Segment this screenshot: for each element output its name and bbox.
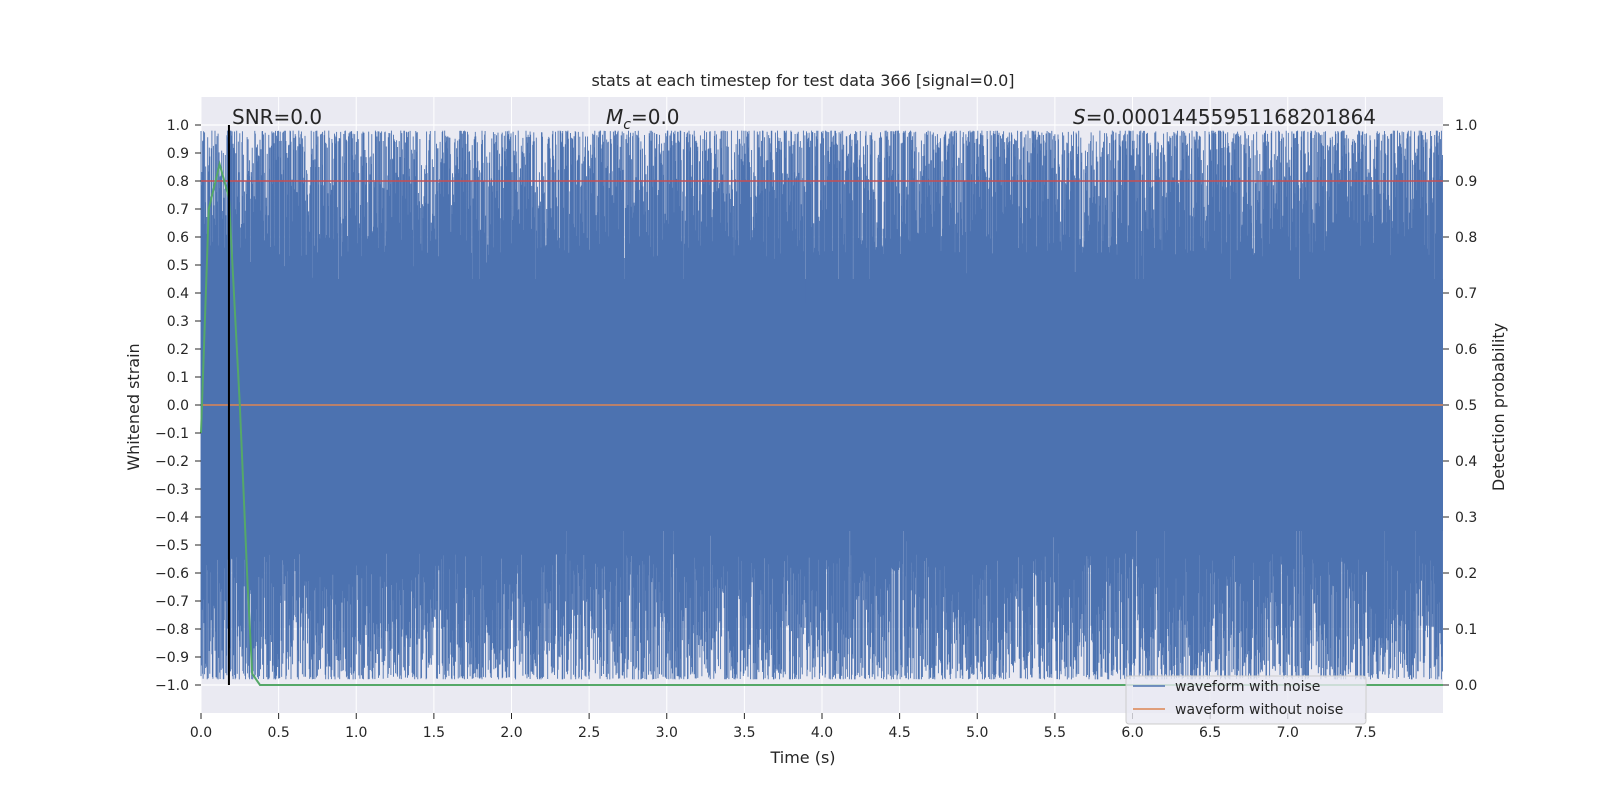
legend-label-noise: waveform with noise	[1175, 679, 1320, 695]
y-axis-right-ticks: 1.0 0.9 0.8 0.7 0.6 0.5 0.4 0.3 0.2 0.1 0.0	[1443, 118, 1477, 694]
y-axis-label: Whitened strain	[124, 343, 143, 470]
s-symbol: S	[1073, 105, 1086, 129]
chart-title: stats at each timestep for test data 366…	[591, 71, 1014, 90]
x-tick-label: 4.5	[888, 725, 910, 741]
y-right-tick-label: 0.3	[1455, 510, 1477, 526]
y-right-tick-label: 0.8	[1455, 230, 1477, 246]
x-tick-label: 6.5	[1199, 725, 1221, 741]
y-tick-label: 0.4	[167, 286, 189, 302]
y-tick-label: 0.9	[167, 146, 189, 162]
x-tick-label: 7.5	[1354, 725, 1376, 741]
y-right-tick-label: 0.4	[1455, 454, 1477, 470]
y-tick-label: 0.2	[167, 342, 189, 358]
x-axis-ticks: 0.0 0.5 1.0 1.5 2.0 2.5 3.0 3.5 4.0 4.5 5.0 5.5 6.0 6…	[190, 713, 1377, 741]
snr-annotation: SNR=0.0	[232, 105, 322, 129]
y-tick-label: −0.8	[155, 622, 189, 638]
y-tick-label: 0.6	[167, 230, 189, 246]
x-tick-label: 3.5	[733, 725, 755, 741]
y-tick-label: −0.6	[155, 566, 189, 582]
x-tick-label: 4.0	[811, 725, 833, 741]
y-right-tick-label: 0.9	[1455, 174, 1477, 190]
s-annotation: S=0.00014455951168201864	[1073, 105, 1376, 129]
line-detection-probability	[200, 160, 1443, 686]
chirp-mass-value: =0.0	[631, 105, 680, 129]
y-tick-label: 0.0	[167, 398, 189, 414]
x-tick-label: 2.5	[578, 725, 600, 741]
legend-label-clean: waveform without noise	[1175, 702, 1343, 718]
legend-box	[1125, 675, 1367, 725]
series-lines	[200, 125, 1443, 686]
x-tick-label: 7.0	[1277, 725, 1299, 741]
y-right-tick-label: 0.6	[1455, 342, 1477, 358]
y-tick-label: 0.8	[167, 174, 189, 190]
y-right-tick-label: 0.2	[1455, 566, 1477, 582]
s-value: =0.00014455951168201864	[1086, 105, 1376, 129]
x-tick-label: 3.0	[656, 725, 678, 741]
y-tick-label: −0.7	[155, 594, 189, 610]
y-tick-label: 0.3	[167, 314, 189, 330]
y-tick-label: 0.7	[167, 202, 189, 218]
x-tick-label: 5.0	[966, 725, 988, 741]
y-tick-label: 0.1	[167, 370, 189, 386]
y-right-tick-label: 0.5	[1455, 398, 1477, 414]
x-tick-label: 2.0	[500, 725, 522, 741]
chirp-mass-annotation: Mc=0.0	[606, 105, 680, 133]
y-tick-label: −1.0	[155, 678, 189, 694]
y-tick-label: 0.5	[167, 258, 189, 274]
x-tick-label: 1.0	[345, 725, 367, 741]
chirp-mass-symbol: M	[606, 105, 623, 129]
noise-trace	[200, 130, 1443, 680]
x-axis-label: Time (s)	[769, 748, 835, 767]
legend: waveform with noise waveform without noi…	[1125, 675, 1367, 725]
y-tick-label: −0.3	[155, 482, 189, 498]
y-axis-right-label: Detection probability	[1489, 323, 1508, 491]
x-tick-label: 0.5	[267, 725, 289, 741]
x-tick-label: 6.0	[1121, 725, 1143, 741]
y-tick-label: −0.2	[155, 454, 189, 470]
y-tick-label: −0.9	[155, 650, 189, 666]
y-tick-label: −0.1	[155, 426, 189, 442]
y-tick-label: −0.5	[155, 538, 189, 554]
y-right-tick-label: 0.1	[1455, 622, 1477, 638]
x-tick-label: 0.0	[190, 725, 212, 741]
chirp-mass-subscript: c	[623, 117, 631, 133]
y-tick-label: 1.0	[167, 118, 189, 134]
y-right-tick-label: 1.0	[1455, 118, 1477, 134]
y-axis-left-ticks: 1.0 0.9 0.8 0.7 0.6 0.5 0.4 0.3 0.2 0.1 0.0 −0.1 −0.…	[155, 118, 201, 694]
y-right-tick-label: 0.0	[1455, 678, 1477, 694]
y-right-tick-label: 0.7	[1455, 286, 1477, 302]
y-tick-label: −0.4	[155, 510, 189, 526]
x-tick-label: 1.5	[423, 725, 445, 741]
x-tick-label: 5.5	[1044, 725, 1066, 741]
